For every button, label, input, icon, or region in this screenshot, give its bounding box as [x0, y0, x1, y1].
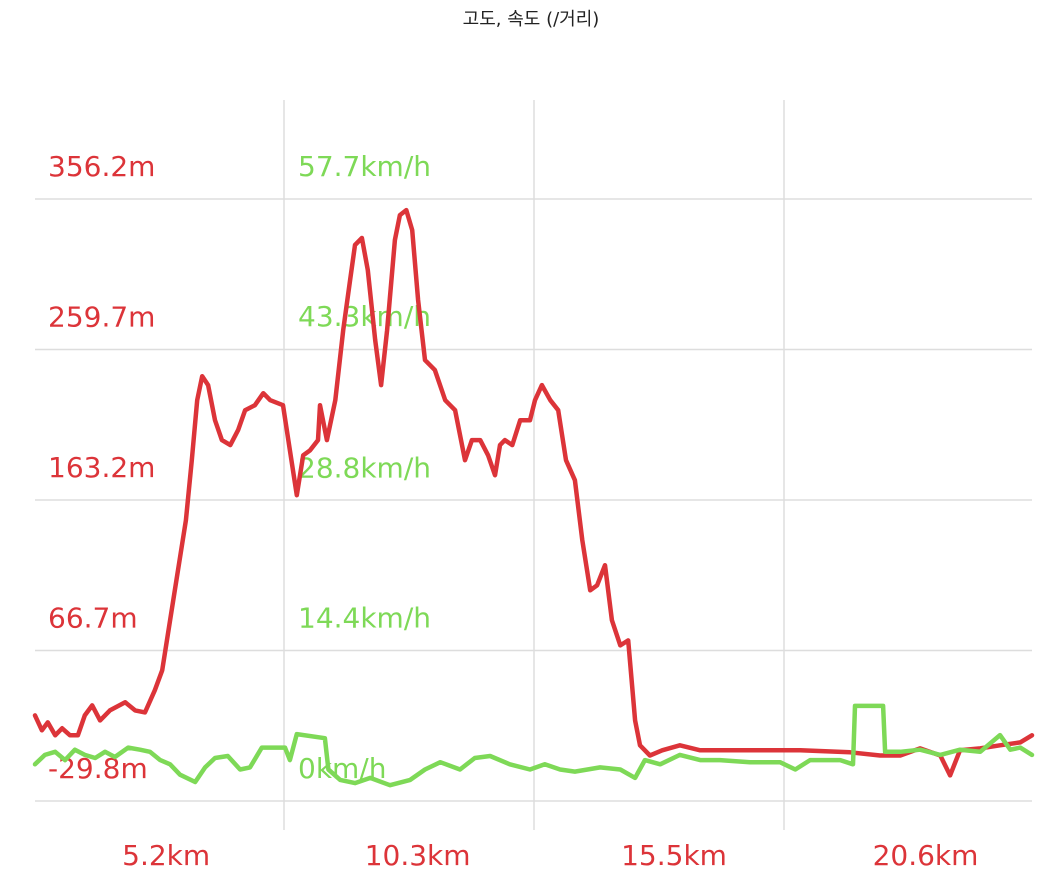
x-tick-label: 20.6km [873, 839, 979, 872]
series-line [32, 207, 1035, 778]
series-line [32, 703, 1035, 788]
y-tick-label: 356.2m [48, 150, 155, 183]
x-tick-label: 15.5km [621, 839, 727, 872]
y2-tick-label: 57.7km/h [298, 150, 431, 183]
x-tick-label: 10.3km [365, 839, 471, 872]
y2-tick-label: 43.3km/h [298, 300, 431, 333]
y2-tick-label: 14.4km/h [298, 602, 431, 635]
x-tick-label: 5.2km [122, 839, 210, 872]
y-tick-label: 163.2m [48, 451, 155, 484]
y-tick-label: 66.7m [48, 602, 138, 635]
y2-tick-label: 28.8km/h [298, 451, 431, 484]
chart-title: 고도, 속도 (/거리) [463, 9, 600, 30]
y-tick-label: 259.7m [48, 301, 155, 334]
